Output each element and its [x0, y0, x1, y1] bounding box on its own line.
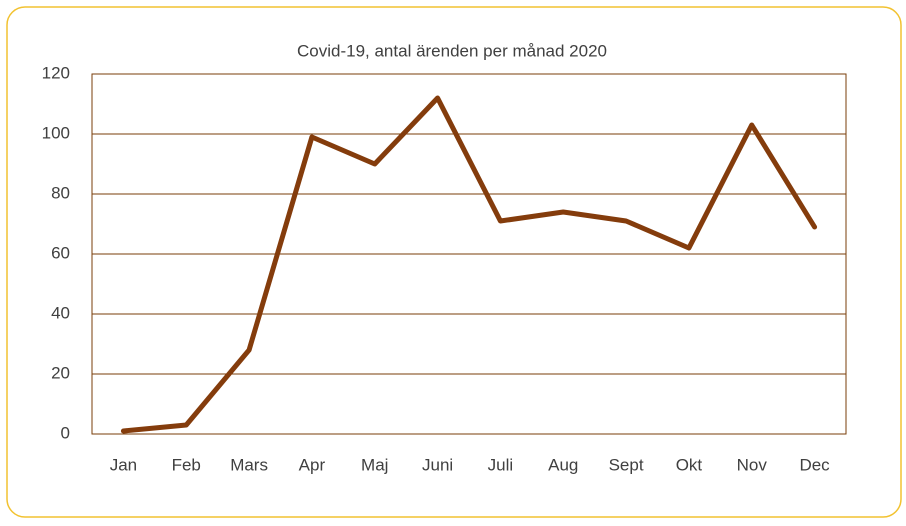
y-tick-label: 80 — [51, 183, 70, 202]
y-tick-label: 120 — [42, 63, 70, 82]
x-tick-label: Apr — [299, 455, 326, 474]
x-tick-label: Juni — [422, 455, 453, 474]
x-tick-label: Sept — [609, 455, 644, 474]
x-tick-label: Jan — [110, 455, 137, 474]
plot-frame — [91, 73, 847, 435]
marks — [120, 95, 818, 434]
y-tick-label: 20 — [51, 363, 70, 382]
x-tick-label: Okt — [676, 455, 703, 474]
data-line — [120, 95, 818, 434]
y-tick-label: 0 — [61, 423, 70, 442]
x-tick-label: Juli — [488, 455, 514, 474]
x-tick-label: Dec — [799, 455, 830, 474]
chart-title: Covid-19, antal ärenden per månad 2020 — [297, 41, 607, 60]
x-tick-label: Maj — [361, 455, 388, 474]
x-tick-label: Nov — [737, 455, 768, 474]
x-tick-label: Mars — [230, 455, 268, 474]
y-tick-label: 60 — [51, 243, 70, 262]
y-tick-label: 100 — [42, 123, 70, 142]
chart-border — [6, 6, 902, 518]
x-tick-label: Aug — [548, 455, 578, 474]
x-tick-label: Feb — [172, 455, 201, 474]
y-tick-label: 40 — [51, 303, 70, 322]
